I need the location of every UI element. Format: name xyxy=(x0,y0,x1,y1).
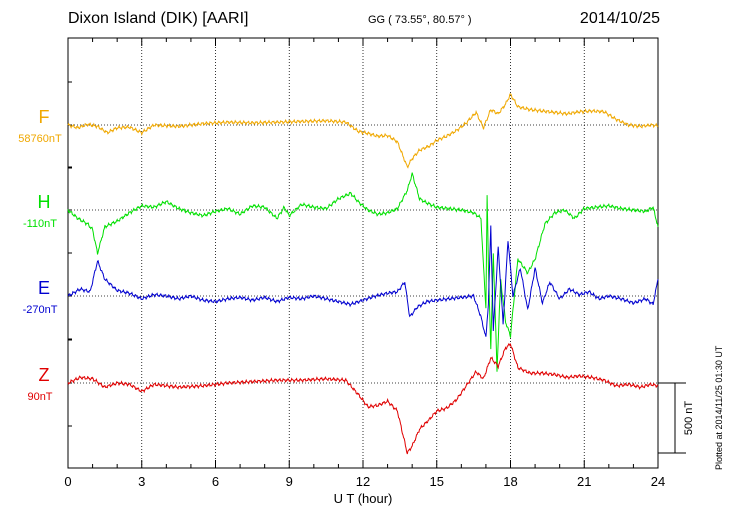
series-baseline-E: -270nT xyxy=(23,304,58,316)
series-name-E: E xyxy=(38,278,50,298)
chart-title: Dixon Island (DIK) [AARI] xyxy=(68,10,249,27)
geographic-coordinates: GG ( 73.55°, 80.57° ) xyxy=(368,14,472,26)
x-tick-label: 9 xyxy=(286,474,293,489)
series-baseline-H: -110nT xyxy=(23,218,57,230)
grid-lines xyxy=(68,38,658,468)
series-line-H xyxy=(67,172,659,372)
x-tick-label: 18 xyxy=(503,474,517,489)
series-name-H: H xyxy=(38,192,51,212)
x-tick-label: 3 xyxy=(138,474,145,489)
series-line-Z xyxy=(67,342,659,455)
series-baseline-F: 58760nT xyxy=(18,133,62,145)
x-tick-label: 12 xyxy=(356,474,370,489)
x-tick-label: 21 xyxy=(577,474,591,489)
series-labels: F 58760nT H -110nT E -270nT Z 90nT xyxy=(18,107,62,403)
plot-frame xyxy=(67,37,659,469)
x-tick-label: 6 xyxy=(212,474,219,489)
chart-date: 2014/10/25 xyxy=(579,10,660,27)
series-line-F xyxy=(67,93,659,169)
scale-bar: 500 nT xyxy=(658,382,695,454)
series-baseline-Z: 90nT xyxy=(27,391,52,403)
series-line-E xyxy=(67,225,659,337)
series-group xyxy=(67,93,659,455)
series-name-Z: Z xyxy=(39,365,50,385)
x-tick-label: 0 xyxy=(64,474,71,489)
scale-bar-label: 500 nT xyxy=(683,401,695,436)
x-tick-label: 24 xyxy=(651,474,665,489)
series-name-F: F xyxy=(39,107,50,127)
x-axis-ticks: 0 3 6 9 12 15 18 21 24 xyxy=(64,38,665,489)
x-tick-label: 15 xyxy=(430,474,444,489)
x-axis-label: U T (hour) xyxy=(334,491,393,506)
